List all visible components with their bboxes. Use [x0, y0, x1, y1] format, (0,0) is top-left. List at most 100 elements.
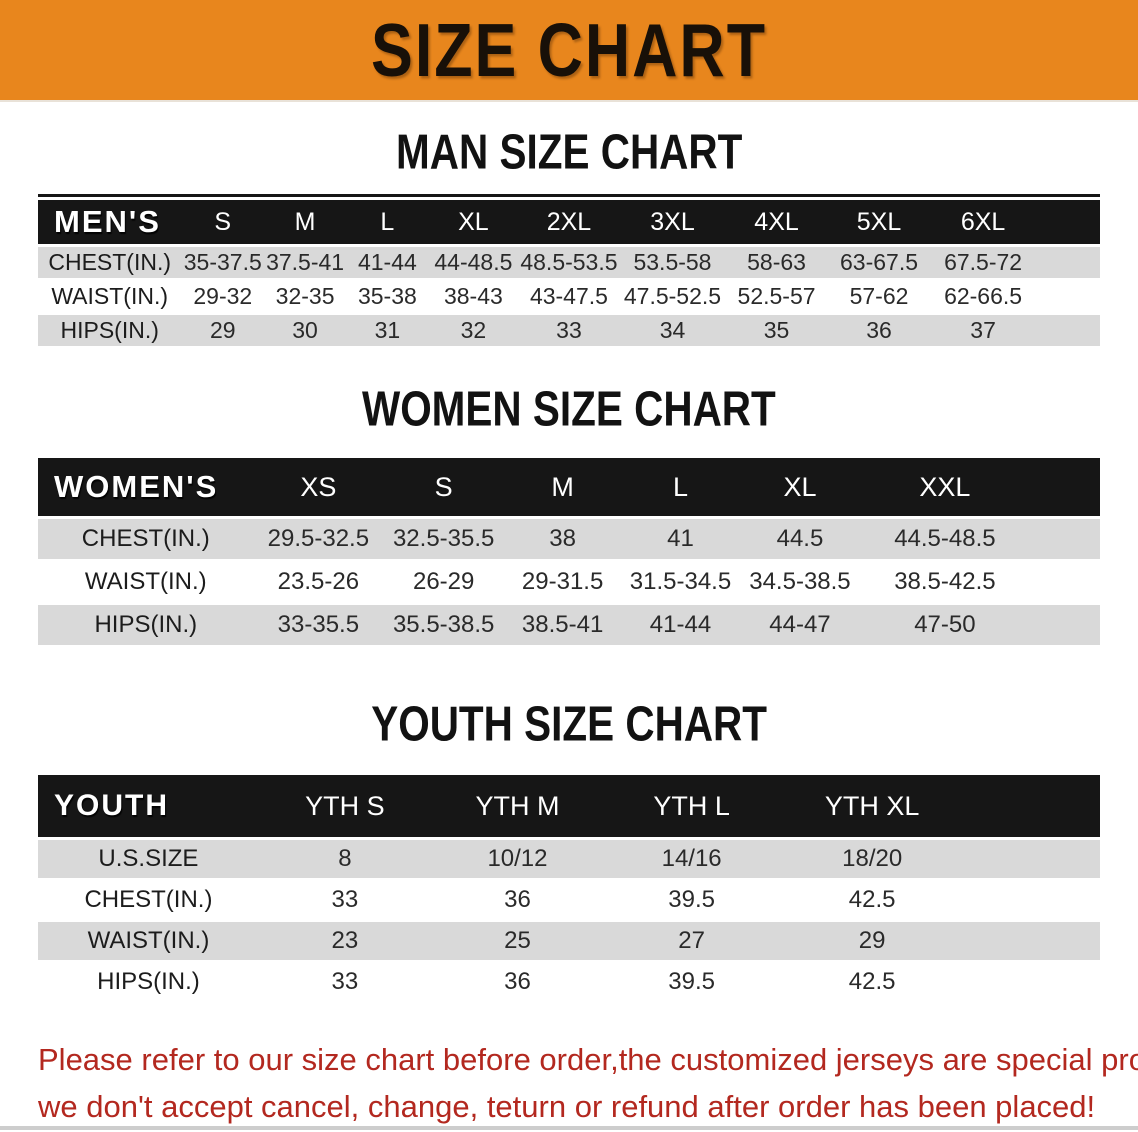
size-column-header: YTH L — [604, 775, 780, 837]
measurement-row: CHEST(IN.) 29.5-32.5 32.5-35.5 38 41 44.5 44.5… — [38, 519, 1100, 559]
size-column-header: L — [345, 200, 429, 244]
measurement-value: 8 — [258, 840, 431, 878]
measurement-label: HIPS(IN.) — [38, 605, 254, 645]
women-section-heading-text: WOMEN SIZE CHART — [362, 382, 776, 437]
measurement-label: CHEST(IN.) — [38, 519, 254, 559]
measurement-label: U.S.SIZE — [38, 840, 259, 878]
measurement-value: 39.5 — [604, 881, 780, 919]
measurement-value: 57-62 — [828, 281, 930, 312]
measurement-row: HIPS(IN.) 29 30 31 32 33 34 35 36 37 — [38, 315, 1100, 346]
measurement-value: 47-50 — [859, 605, 1030, 645]
table-corner-label: MEN'S — [38, 200, 182, 244]
measurement-value: 33 — [258, 881, 431, 919]
size-column-header: 4XL — [725, 200, 829, 244]
measurement-label: WAIST(IN.) — [38, 562, 254, 602]
measurement-label: CHEST(IN.) — [38, 247, 182, 278]
table-corner-label: YOUTH — [38, 775, 259, 837]
measurement-value: 25 — [430, 922, 605, 960]
row-filler — [1036, 247, 1100, 278]
measurement-value: 32 — [428, 315, 518, 346]
disclaimer-line-1: Please refer to our size chart before or… — [38, 1042, 1138, 1077]
row-filler — [965, 922, 1100, 960]
measurement-value: 10/12 — [430, 840, 605, 878]
measurement-value: 53.5-58 — [619, 247, 726, 278]
size-column-header: XL — [428, 200, 518, 244]
measurement-value: 29 — [779, 922, 966, 960]
measurement-value: 36 — [430, 963, 605, 1001]
measurement-row: U.S.SIZE 8 10/12 14/16 18/20 — [38, 840, 1100, 878]
men-size-table: MEN'S S M L XL 2XL 3XL 4XL 5XL 6XL CHEST(IN.) 35-3… — [38, 194, 1100, 349]
women-header-row: WOMEN'S XS S M L XL XXL — [38, 458, 1100, 516]
measurement-row: WAIST(IN.) 29-32 32-35 35-38 38-43 43-47.5 47.… — [38, 281, 1100, 312]
women-size-table: WOMEN'S XS S M L XL XXL CHEST(IN.) 29.5-32.5 32.… — [38, 455, 1100, 648]
size-column-header: XS — [253, 458, 384, 516]
measurement-value: 26-29 — [383, 562, 505, 602]
row-filler — [1029, 562, 1100, 602]
youth-table-body: U.S.SIZE 8 10/12 14/16 18/20 CHEST(IN.) 33 36 39… — [38, 840, 1100, 1001]
measurement-value: 35-37.5 — [181, 247, 265, 278]
measurement-value: 29-31.5 — [504, 562, 622, 602]
size-column-header: M — [264, 200, 346, 244]
measurement-value: 38 — [504, 519, 622, 559]
size-column-header: XXL — [859, 458, 1030, 516]
measurement-value: 63-67.5 — [828, 247, 930, 278]
size-column-header: 6XL — [929, 200, 1037, 244]
measurement-value: 14/16 — [604, 840, 780, 878]
measurement-value: 29 — [181, 315, 265, 346]
header-filler — [1029, 458, 1100, 516]
measurement-value: 41 — [621, 519, 740, 559]
measurement-value: 30 — [264, 315, 346, 346]
measurement-value: 58-63 — [725, 247, 829, 278]
size-column-header: YTH XL — [779, 775, 966, 837]
size-column-header: M — [504, 458, 622, 516]
men-section: MAN SIZE CHART MEN'S S M L XL 2XL 3XL 4XL 5XL 6XL… — [38, 125, 1100, 349]
measurement-label: WAIST(IN.) — [38, 281, 182, 312]
size-column-header: S — [383, 458, 505, 516]
measurement-value: 38-43 — [428, 281, 518, 312]
men-section-heading-text: MAN SIZE CHART — [395, 125, 743, 180]
size-column-header: 5XL — [828, 200, 930, 244]
disclaimer-line-2: we don't accept cancel, change, teturn o… — [38, 1089, 1096, 1124]
measurement-value: 23 — [258, 922, 431, 960]
header-filler — [965, 775, 1100, 837]
row-filler — [965, 881, 1100, 919]
measurement-value: 27 — [604, 922, 780, 960]
measurement-value: 36 — [828, 315, 930, 346]
women-table-body: CHEST(IN.) 29.5-32.5 32.5-35.5 38 41 44.5 44.5… — [38, 519, 1100, 645]
measurement-value: 39.5 — [604, 963, 780, 1001]
header-filler — [1036, 200, 1100, 244]
measurement-value: 44-48.5 — [428, 247, 518, 278]
women-section-heading: WOMEN SIZE CHART — [38, 382, 1100, 437]
measurement-value: 48.5-53.5 — [517, 247, 620, 278]
measurement-row: WAIST(IN.) 23 25 27 29 — [38, 922, 1100, 960]
measurement-value: 41-44 — [345, 247, 429, 278]
size-column-header: 2XL — [517, 200, 620, 244]
row-filler — [1029, 519, 1100, 559]
youth-size-table: YOUTH YTH S YTH M YTH L YTH XL U.S.SIZE 8 10/1… — [38, 772, 1100, 1004]
size-column-header: XL — [739, 458, 860, 516]
youth-section-heading-text: YOUTH SIZE CHART — [371, 697, 767, 752]
measurement-value: 42.5 — [779, 881, 966, 919]
men-table-body: CHEST(IN.) 35-37.5 37.5-41 41-44 44-48.5 48.5… — [38, 247, 1100, 346]
row-filler — [1036, 281, 1100, 312]
measurement-row: CHEST(IN.) 33 36 39.5 42.5 — [38, 881, 1100, 919]
banner-title: SIZE CHART — [371, 7, 767, 93]
bottom-border-line — [0, 1126, 1138, 1130]
measurement-value: 36 — [430, 881, 605, 919]
measurement-value: 34 — [619, 315, 726, 346]
size-chart-banner: SIZE CHART — [0, 0, 1138, 102]
youth-section-heading: YOUTH SIZE CHART — [38, 697, 1100, 752]
measurement-value: 44-47 — [739, 605, 860, 645]
measurement-label: HIPS(IN.) — [38, 315, 182, 346]
measurement-value: 62-66.5 — [929, 281, 1037, 312]
measurement-value: 29-32 — [181, 281, 265, 312]
measurement-value: 38.5-41 — [504, 605, 622, 645]
measurement-row: HIPS(IN.) 33-35.5 35.5-38.5 38.5-41 41-44 44-… — [38, 605, 1100, 645]
disclaimer-text: Please refer to our size chart before or… — [38, 1036, 1138, 1130]
measurement-value: 44.5 — [739, 519, 860, 559]
men-section-heading: MAN SIZE CHART — [38, 125, 1100, 180]
measurement-row: CHEST(IN.) 35-37.5 37.5-41 41-44 44-48.5 48.5… — [38, 247, 1100, 278]
measurement-value: 47.5-52.5 — [619, 281, 726, 312]
measurement-value: 18/20 — [779, 840, 966, 878]
